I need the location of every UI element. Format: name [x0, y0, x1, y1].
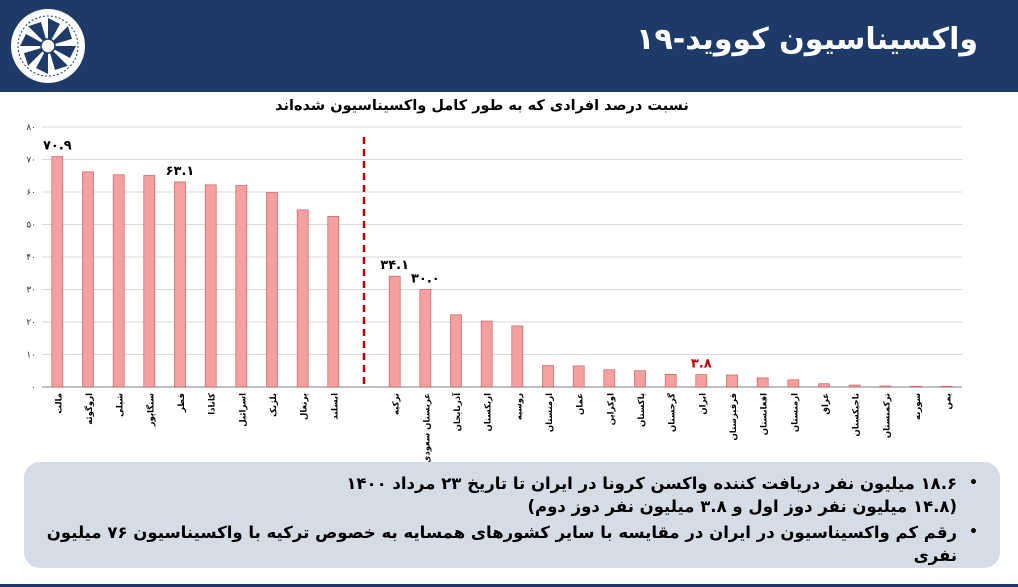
bar [296, 209, 309, 388]
y-tick-label: ۶۰ [26, 188, 36, 198]
bar [848, 384, 861, 388]
bar [388, 275, 401, 388]
bar [634, 370, 646, 388]
bar [756, 377, 769, 388]
logo-blade [48, 46, 68, 71]
x-tick-label: بلژیک [269, 393, 279, 417]
bar [511, 325, 524, 388]
x-tick-label: آذربایجان [451, 392, 463, 431]
x-tick-label: ایران [698, 393, 708, 415]
y-tick-label: ۸۰ [26, 123, 36, 133]
x-tick-label: اروگوئه [84, 393, 95, 425]
x-tick-label: یمن [944, 393, 954, 410]
x-tick-label: گرجستان [667, 393, 678, 432]
x-tick-label: عمان [576, 393, 586, 415]
logo-blade [28, 21, 48, 46]
bar [235, 185, 248, 388]
bar-chart: ۰ ۱۰ ۲۰ ۳۰ ۴۰ ۵۰ ۶۰ ۷۰ ۸۰ مالت اروگوئه شیلی سنگاپور ق… [26, 98, 962, 462]
notes-box: • ۱۸.۶ میلیون نفر دریافت کننده واکسن کرون… [24, 462, 1000, 568]
x-tick-label: تاجیکستان [852, 393, 862, 437]
y-tick-label: ۰ [31, 383, 36, 393]
bar [726, 374, 738, 388]
bar [603, 369, 616, 388]
x-tick-label: پاکستان [637, 393, 647, 427]
y-tick-label: ۳۰ [26, 286, 36, 296]
page-title: واکسیناسیون کووید-۱۹ [636, 22, 978, 57]
bar [695, 374, 708, 388]
x-tick-label: قطر [177, 393, 187, 413]
bar [112, 174, 125, 388]
bar [82, 171, 94, 388]
bar [450, 314, 462, 388]
logo-blade [23, 46, 48, 66]
x-tick-label: عراق [821, 393, 831, 415]
note-line: ۱۸.۶ میلیون نفر دریافت کننده واکسن کرونا… [346, 474, 958, 493]
x-tick-label: کانادا [208, 393, 218, 415]
y-tick-label: ۷۰ [26, 156, 36, 166]
chart-bars [51, 156, 953, 388]
note-item: • رقم کم واکسیناسیون در ایران در مقایسه ب… [44, 521, 978, 567]
x-tick-label: شیلی [116, 393, 126, 417]
x-tick-label: سنگاپور [145, 393, 156, 427]
bar [204, 184, 217, 388]
bullet-icon: • [969, 524, 978, 540]
x-tick-label: مالت [54, 393, 64, 414]
y-tick-label: ۱۰ [26, 351, 36, 361]
data-label: ۳.۸ [691, 357, 712, 372]
bar [542, 365, 554, 388]
bar [818, 383, 830, 388]
x-tick-label: روسیه [514, 393, 524, 420]
data-label: ۳۴.۱ [380, 258, 409, 273]
note-line: (۱۴.۸ میلیون نفر دوز اول و ۳.۸ میلیون نف… [527, 497, 958, 516]
x-tick-label: ترکیه [392, 393, 402, 415]
bullet-icon: • [969, 475, 978, 491]
bar [174, 181, 186, 388]
chart-labels: ۰ ۱۰ ۲۰ ۳۰ ۴۰ ۵۰ ۶۰ ۷۰ ۸۰ مالت اروگوئه شیلی سنگاپور ق… [26, 123, 953, 462]
bar [940, 386, 953, 388]
bar [879, 385, 892, 388]
y-tick-label: ۵۰ [26, 221, 36, 231]
x-tick-label: افغانستان [760, 393, 770, 435]
x-tick-label: عربستان سعودی [422, 393, 432, 462]
bar [419, 289, 432, 388]
bar [327, 216, 340, 388]
x-tick-label: اسرائیل [238, 393, 248, 427]
logo-icon [11, 9, 85, 83]
x-tick-label: ارمنستان [790, 393, 800, 432]
data-label: ۳۰.۰ [411, 272, 440, 287]
x-tick-label: ارمنستان [545, 393, 555, 432]
bar [572, 365, 585, 388]
footer-divider [0, 584, 1018, 587]
note-line: رقم کم واکسیناسیون در ایران در مقایسه با… [46, 523, 958, 565]
x-tick-label: ازبکستان [484, 393, 494, 432]
chart-title: نسبت درصد افرادی که به طور کامل واکسیناس… [275, 98, 689, 114]
x-tick-label: پرتغال [300, 393, 310, 420]
y-tick-label: ۲۰ [26, 318, 36, 328]
header-bar: واکسیناسیون کووید-۱۹ [0, 0, 1018, 92]
note-item: • ۱۸.۶ میلیون نفر دریافت کننده واکسن کرون… [44, 472, 978, 518]
chart-axes [42, 137, 962, 388]
bar [787, 379, 800, 388]
logo-blade [48, 26, 73, 46]
chart-gridlines [42, 126, 962, 355]
y-tick-label: ۴۰ [26, 253, 36, 263]
x-tick-label: ایسلند [330, 393, 340, 420]
bar [266, 192, 278, 388]
data-label: ۷۰.۹ [43, 139, 72, 154]
x-tick-label: ترکمنستان [882, 393, 892, 438]
x-tick-label: قرقیزستان [729, 393, 739, 440]
bar [143, 175, 156, 388]
bar [480, 320, 493, 388]
bar [664, 374, 677, 388]
data-label: ۶۳.۱ [166, 164, 195, 179]
bar [51, 156, 64, 388]
x-tick-label: سوریه [913, 393, 923, 420]
x-tick-label: اوکراین [606, 393, 616, 425]
bar [910, 386, 922, 388]
